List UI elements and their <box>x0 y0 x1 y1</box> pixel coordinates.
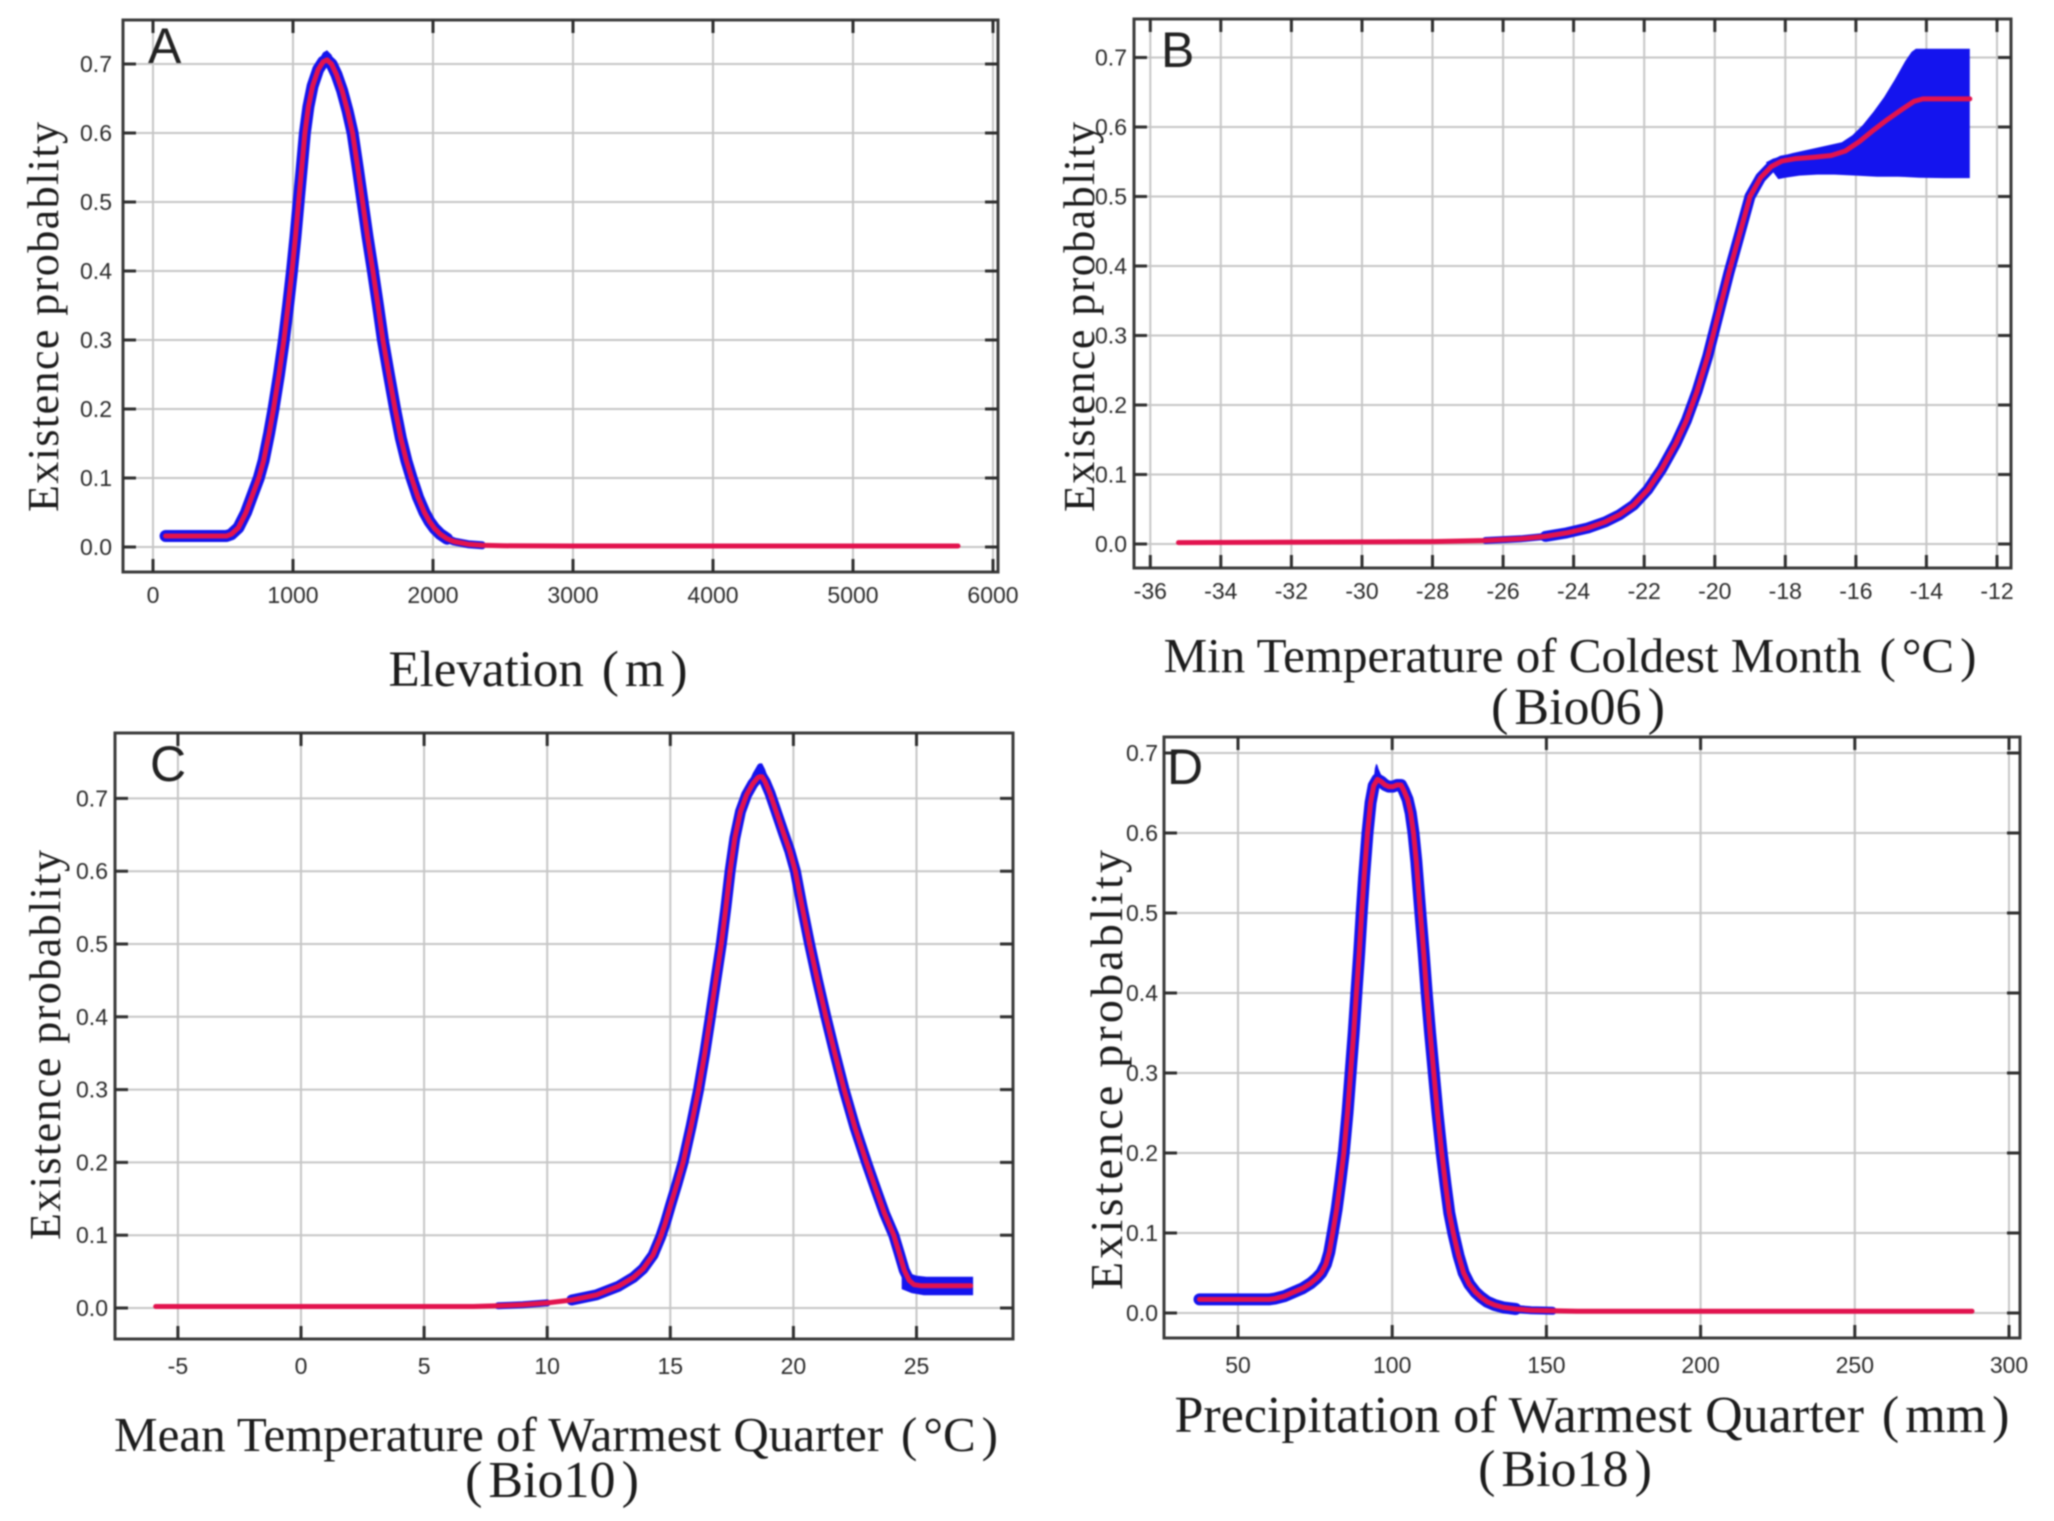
svg-text:0.0: 0.0 <box>80 534 112 560</box>
svg-text:(Bio10): (Bio10) <box>465 1452 639 1509</box>
svg-text:Precipitation of Warmest Quart: Precipitation of Warmest Quarter(mm) <box>1175 1387 2010 1444</box>
svg-text:0.4: 0.4 <box>1095 253 1127 279</box>
svg-text:5000: 5000 <box>827 582 878 608</box>
svg-text:0.3: 0.3 <box>1095 323 1127 349</box>
svg-text:4000: 4000 <box>687 582 738 608</box>
svg-text:-34: -34 <box>1204 578 1237 604</box>
svg-text:0.7: 0.7 <box>80 51 112 77</box>
svg-text:0.5: 0.5 <box>1095 184 1127 210</box>
svg-text:0.6: 0.6 <box>76 858 108 884</box>
svg-text:0.0: 0.0 <box>76 1295 108 1321</box>
svg-text:0.3: 0.3 <box>1126 1060 1158 1086</box>
svg-text:0.5: 0.5 <box>76 931 108 957</box>
svg-text:0.3: 0.3 <box>80 327 112 353</box>
svg-text:0.2: 0.2 <box>76 1149 108 1175</box>
svg-text:1000: 1000 <box>267 582 318 608</box>
svg-text:0.2: 0.2 <box>80 396 112 422</box>
svg-text:A: A <box>148 18 182 74</box>
svg-text:-36: -36 <box>1134 578 1167 604</box>
svg-text:-24: -24 <box>1557 578 1590 604</box>
svg-text:Elevation(m): Elevation(m) <box>388 642 687 698</box>
svg-text:0.3: 0.3 <box>76 1077 108 1103</box>
svg-text:0.6: 0.6 <box>1095 114 1127 140</box>
svg-text:0.1: 0.1 <box>76 1222 108 1248</box>
svg-text:300: 300 <box>1990 1352 2028 1378</box>
svg-text:Min Temperature of Coldest Mon: Min Temperature of Coldest Month(°C) <box>1164 628 1977 683</box>
svg-text:0.6: 0.6 <box>1126 820 1158 846</box>
svg-text:150: 150 <box>1527 1352 1565 1378</box>
svg-text:B: B <box>1161 22 1194 78</box>
svg-text:-26: -26 <box>1486 578 1519 604</box>
svg-text:250: 250 <box>1836 1352 1874 1378</box>
svg-text:50: 50 <box>1225 1352 1251 1378</box>
svg-text:-30: -30 <box>1345 578 1378 604</box>
svg-text:0.1: 0.1 <box>80 465 112 491</box>
svg-text:25: 25 <box>904 1353 930 1379</box>
svg-text:0.5: 0.5 <box>80 189 112 215</box>
svg-text:Mean Temperature of Warmest Qu: Mean Temperature of Warmest Quarter(°C) <box>114 1407 998 1462</box>
svg-text:6000: 6000 <box>967 582 1018 608</box>
svg-text:0.4: 0.4 <box>76 1004 108 1030</box>
svg-text:(Bio18): (Bio18) <box>1478 1441 1652 1498</box>
svg-text:0.7: 0.7 <box>1095 45 1127 71</box>
svg-text:20: 20 <box>781 1353 807 1379</box>
svg-text:D: D <box>1167 739 1203 795</box>
svg-text:3000: 3000 <box>547 582 598 608</box>
svg-text:0.6: 0.6 <box>80 120 112 146</box>
svg-text:5: 5 <box>418 1353 431 1379</box>
svg-text:0.7: 0.7 <box>1126 740 1158 766</box>
svg-text:-5: -5 <box>168 1353 188 1379</box>
svg-text:100: 100 <box>1373 1352 1411 1378</box>
svg-text:0.1: 0.1 <box>1126 1220 1158 1246</box>
svg-text:0.1: 0.1 <box>1095 462 1127 488</box>
svg-text:0.0: 0.0 <box>1126 1300 1158 1326</box>
svg-text:-22: -22 <box>1628 578 1661 604</box>
svg-text:200: 200 <box>1681 1352 1719 1378</box>
svg-text:C: C <box>150 736 186 792</box>
svg-text:-20: -20 <box>1698 578 1731 604</box>
svg-text:0.2: 0.2 <box>1126 1140 1158 1166</box>
svg-text:-28: -28 <box>1416 578 1449 604</box>
svg-text:10: 10 <box>534 1353 560 1379</box>
svg-text:-32: -32 <box>1275 578 1308 604</box>
svg-text:-14: -14 <box>1910 578 1943 604</box>
svg-text:0.4: 0.4 <box>80 258 112 284</box>
svg-text:0: 0 <box>295 1353 308 1379</box>
svg-text:0.5: 0.5 <box>1126 900 1158 926</box>
svg-text:-18: -18 <box>1769 578 1802 604</box>
svg-text:-16: -16 <box>1839 578 1872 604</box>
svg-text:(Bio06): (Bio06) <box>1491 679 1665 736</box>
svg-text:15: 15 <box>658 1353 684 1379</box>
svg-text:-12: -12 <box>1980 578 2013 604</box>
svg-text:0.4: 0.4 <box>1126 980 1158 1006</box>
svg-text:0: 0 <box>147 582 160 608</box>
svg-text:0.2: 0.2 <box>1095 392 1127 418</box>
svg-text:0.7: 0.7 <box>76 785 108 811</box>
svg-text:0.0: 0.0 <box>1095 531 1127 557</box>
svg-text:2000: 2000 <box>407 582 458 608</box>
